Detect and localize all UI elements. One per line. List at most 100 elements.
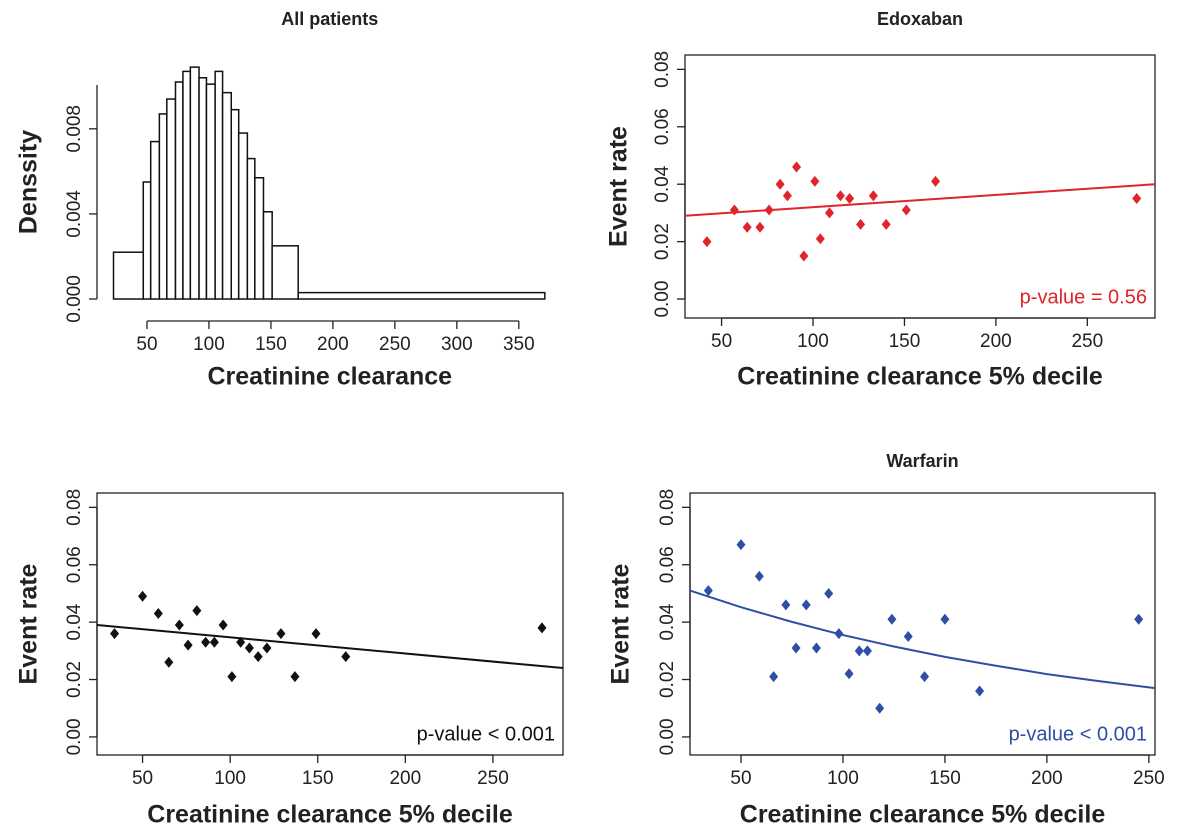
data-point [824,207,834,219]
data-point [791,642,801,654]
data-point [138,590,148,602]
data-point [201,636,211,648]
y-tick-label: 0.00 [657,718,678,755]
histogram-bar [166,98,177,300]
histogram-bar [221,91,233,300]
data-point [799,250,809,262]
x-tick-label: 100 [797,331,829,352]
data-point [901,204,911,216]
data-point [815,233,825,245]
fit-line [96,624,564,670]
histogram-bar [158,113,168,300]
data-point [769,671,779,683]
data-point [875,702,885,714]
panel-title: Warfarin [886,451,958,471]
data-point [920,671,930,683]
data-point [703,585,713,597]
histogram-bar [142,181,152,300]
data-point [276,628,286,640]
histogram-bar [237,132,249,300]
y-tick-label: 0.02 [652,223,673,260]
y-tick-label: 0.000 [64,275,85,323]
data-point [781,599,791,611]
x-tick-label: 200 [1031,768,1063,789]
y-tick-label: 0.04 [64,603,85,640]
histogram-bar [246,157,256,300]
data-point [854,645,864,657]
p-value-annotation: p-value = 0.56 [1020,286,1147,308]
x-tick-label: 200 [389,768,421,789]
y-tick-label: 0.02 [64,661,85,698]
histogram-bar [262,211,273,300]
x-tick-label: 100 [214,768,246,789]
data-point [192,605,202,617]
histogram-bar [271,245,299,300]
x-tick-label: 150 [929,768,961,789]
data-point [1134,613,1144,625]
y-tick-label: 0.06 [64,546,85,583]
plot-frame [96,492,564,756]
data-point [153,608,163,620]
y-tick-label: 0.04 [657,603,678,640]
data-point [742,221,752,233]
data-point [887,613,897,625]
p-value-annotation: p-value < 0.001 [417,723,555,745]
y-tick-label: 0.06 [652,108,673,145]
x-tick-label: 250 [1133,768,1165,789]
histogram-bar [189,66,200,300]
y-tick-label: 0.08 [64,489,85,526]
data-point [862,645,872,657]
data-point [845,193,855,205]
x-tick-label: 50 [136,334,157,355]
histogram-bar [149,140,161,300]
data-point [903,630,913,642]
data-point [227,671,237,683]
data-point [834,628,844,640]
y-tick-label: 0.004 [64,190,85,238]
y-axis-label: Event rate [15,563,43,684]
histogram-bar [174,81,184,300]
data-point [881,218,891,230]
x-axis-label: Creatinine clearance 5% decile [737,363,1103,391]
data-point [755,221,765,233]
y-tick-label: 0.08 [657,489,678,526]
x-tick-label: 250 [379,334,411,355]
x-tick-label: 150 [889,331,921,352]
data-point [940,613,950,625]
x-tick-label: 350 [503,334,535,355]
histogram-bar [112,251,145,300]
data-point [931,175,941,187]
y-tick-label: 0.00 [652,281,673,318]
data-point [835,190,845,202]
fit-line [684,183,1156,217]
data-point [792,161,802,173]
data-point [174,619,184,631]
data-point [868,190,878,202]
y-axis-label: Event rate [607,563,635,684]
data-point [810,175,820,187]
y-tick-label: 0.06 [657,546,678,583]
data-point [729,204,739,216]
histogram-bar [254,176,265,300]
data-point [1132,193,1142,205]
y-tick-label: 0.08 [652,51,673,88]
x-tick-label: 200 [317,334,349,355]
data-point [164,656,174,668]
x-axis-label: Creatinine clearance 5% decile [740,801,1106,829]
histogram-bar [198,77,208,300]
plot-frame [684,54,1156,319]
histogram-bar [214,70,224,300]
data-point [975,685,985,697]
data-point [801,599,811,611]
x-tick-label: 100 [193,334,225,355]
x-tick-label: 250 [477,768,509,789]
y-tick-label: 0.008 [64,105,85,153]
histogram-bar [230,108,240,300]
data-point [754,570,764,582]
data-point [811,642,821,654]
x-tick-label: 150 [302,768,334,789]
data-point [311,628,321,640]
data-point [262,642,272,654]
y-tick-label: 0.02 [657,661,678,698]
